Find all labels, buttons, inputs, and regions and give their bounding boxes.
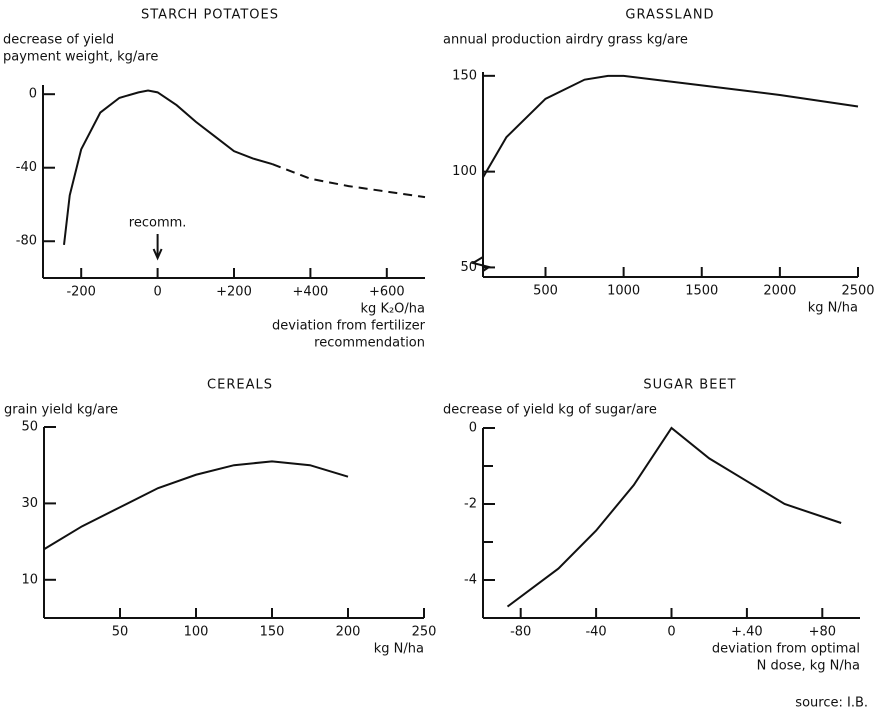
y-axis-label: payment weight, kg/are <box>3 50 158 65</box>
x-tick-label: -200 <box>66 285 96 300</box>
x-axis-note: deviation from fertilizer <box>272 319 426 334</box>
x-tick-label: 50 <box>112 625 129 640</box>
x-tick-label: 2000 <box>763 284 796 299</box>
x-tick-label: +400 <box>293 285 329 300</box>
y-tick-label: 0 <box>469 421 477 436</box>
axis-break <box>470 256 492 272</box>
x-axis-note: N dose, kg N/ha <box>757 659 860 674</box>
x-axis-label: kg N/ha <box>374 642 424 657</box>
x-tick-label: +.40 <box>731 625 763 640</box>
x-axis-label: kg N/ha <box>808 301 858 316</box>
x-tick-label: +600 <box>369 285 405 300</box>
annotation: recomm. <box>129 216 187 231</box>
y-tick-label: 50 <box>21 420 38 435</box>
chart-title: CEREALS <box>207 378 273 393</box>
x-tick-label: 200 <box>336 625 361 640</box>
x-tick-label: 500 <box>533 284 558 299</box>
y-axis-label: decrease of yield <box>3 33 114 48</box>
data-line <box>482 74 859 178</box>
annotation-arrowhead <box>152 248 163 261</box>
source-note: source: I.B. <box>795 696 868 711</box>
y-tick-label: 10 <box>21 572 38 587</box>
y-tick-label: 50 <box>460 260 477 275</box>
x-tick-label: 2500 <box>841 284 874 299</box>
chart-title: STARCH POTATOES <box>141 8 279 23</box>
data-line <box>43 460 349 551</box>
chart-title: SUGAR BEET <box>643 378 736 393</box>
x-axis-note: recommendation <box>314 336 425 351</box>
data-line <box>506 426 842 608</box>
y-tick-label: -4 <box>464 573 477 588</box>
y-axis-label: annual production airdry grass kg/are <box>443 33 688 48</box>
x-tick-label: -40 <box>585 625 606 640</box>
y-tick-label: 150 <box>452 68 477 83</box>
x-axis-label: kg K₂O/ha <box>361 302 425 317</box>
data-line <box>63 89 273 246</box>
y-tick-label: 0 <box>29 87 37 102</box>
y-tick-label: -80 <box>16 234 37 249</box>
y-tick-label: -2 <box>464 497 477 512</box>
x-tick-label: +200 <box>216 285 252 300</box>
x-tick-label: 0 <box>153 285 161 300</box>
x-tick-label: 250 <box>412 625 437 640</box>
y-tick-label: 100 <box>452 164 477 179</box>
y-tick-label: -40 <box>16 160 37 175</box>
data-line <box>271 163 426 199</box>
x-tick-label: +80 <box>809 625 836 640</box>
x-tick-label: 1500 <box>685 284 718 299</box>
y-axis-label: decrease of yield kg of sugar/are <box>443 403 657 418</box>
x-tick-label: 0 <box>667 625 675 640</box>
x-tick-label: 150 <box>260 625 285 640</box>
y-axis-label: grain yield kg/are <box>4 403 118 418</box>
x-tick-label: 1000 <box>607 284 640 299</box>
x-tick-label: -80 <box>510 625 531 640</box>
y-tick-label: 30 <box>21 496 38 511</box>
x-axis-note: deviation from optimal <box>712 642 860 657</box>
chart-title: GRASSLAND <box>625 8 714 23</box>
x-tick-label: 100 <box>184 625 209 640</box>
